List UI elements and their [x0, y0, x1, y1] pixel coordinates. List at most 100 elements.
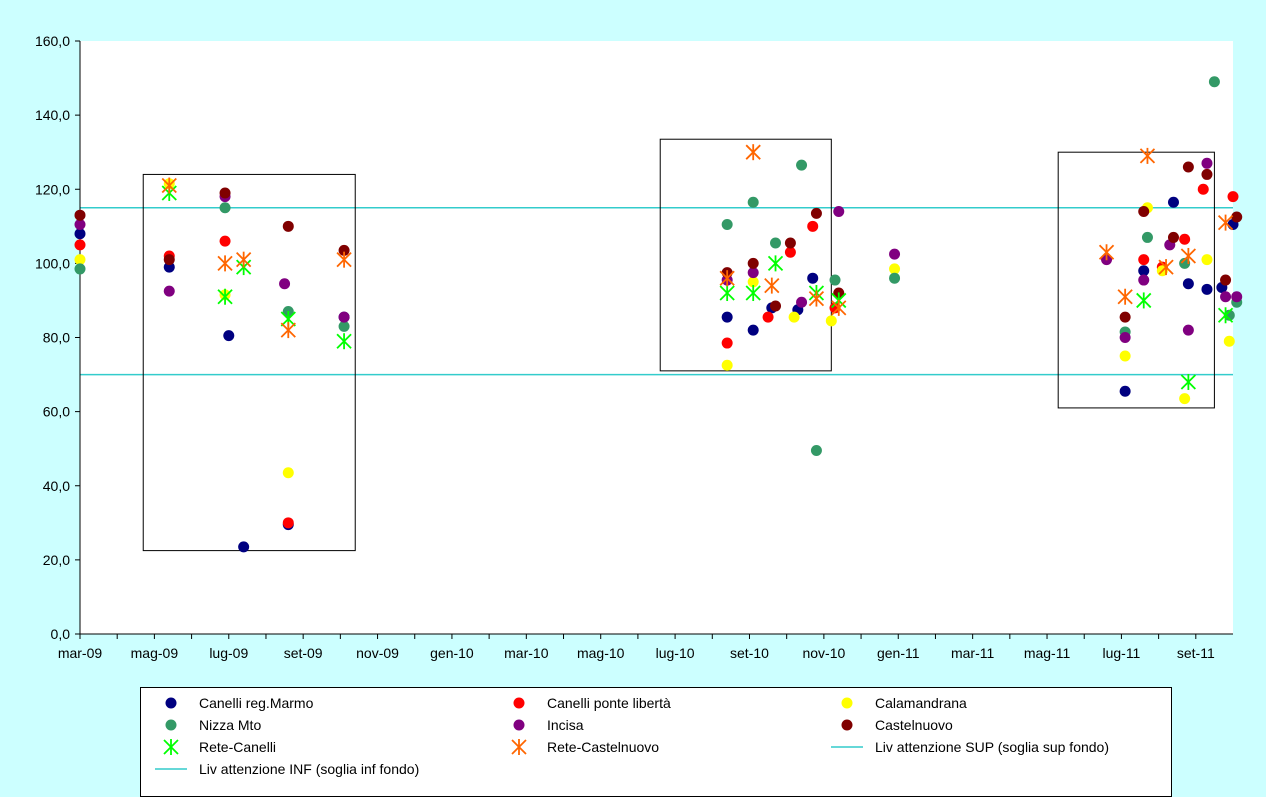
highlight-boxes: [142, 138, 1215, 552]
data-point: [74, 239, 86, 251]
legend-item: Liv attenzione SUP (soglia sup fondo): [831, 737, 1109, 757]
data-point: [219, 235, 231, 247]
series-5: [74, 161, 1243, 323]
data-point: [280, 322, 296, 339]
legend-item: Nizza Mto: [155, 715, 261, 735]
data-point: [784, 237, 796, 249]
data-point: [1217, 214, 1234, 231]
data-point: [1231, 211, 1243, 223]
data-point: [74, 218, 86, 230]
y-tick-labels: 0,0 20,0 40,0 60,0 80,0 100,0 120,0 140,0 160,0: [35, 33, 70, 642]
legend-marker: [831, 693, 875, 713]
data-point: [796, 296, 808, 308]
data-point: [1179, 257, 1191, 269]
x-tick-label: nov-09: [356, 645, 399, 661]
data-point: [1223, 309, 1235, 321]
legend-label: Canelli ponte libertà: [547, 695, 671, 711]
data-point: [1158, 259, 1174, 276]
data-point: [223, 330, 235, 342]
data-point: [163, 254, 175, 266]
data-point: [1201, 254, 1213, 266]
data-point: [161, 177, 177, 194]
legend-marker: [155, 715, 199, 735]
data-point: [721, 359, 733, 371]
data-point: [784, 246, 796, 258]
legend-label: Liv attenzione INF (soglia inf fondo): [199, 761, 420, 777]
legend-star: [511, 739, 527, 755]
data-point: [747, 196, 759, 208]
series-7: [161, 144, 1234, 339]
x-tick-label: set-10: [730, 645, 769, 661]
data-point: [1182, 278, 1194, 290]
data-point: [831, 299, 847, 316]
legend-marker: [155, 737, 199, 757]
legend-star: [163, 739, 179, 755]
data-point: [1217, 307, 1234, 324]
data-points: [74, 76, 1243, 553]
legend-marker: [155, 759, 199, 779]
legend: Canelli reg.Marmo Canelli ponte libertà Ca…: [140, 687, 1172, 797]
data-point: [1227, 191, 1239, 203]
data-point: [747, 267, 759, 279]
legend-marker: [503, 715, 547, 735]
x-tick-label: set-09: [284, 645, 323, 661]
data-point: [770, 300, 782, 312]
data-point: [1201, 157, 1213, 169]
data-point: [1208, 76, 1220, 88]
x-tick-label: mar-09: [58, 645, 103, 661]
series-3: [74, 76, 1243, 457]
data-point: [338, 244, 350, 256]
legend-marker: [831, 715, 875, 735]
x-tick-label: gen-11: [877, 645, 920, 661]
data-point: [338, 311, 350, 323]
threshold-lines: [80, 207, 1233, 376]
data-point: [1138, 274, 1150, 286]
legend-item: Liv attenzione INF (soglia inf fondo): [155, 759, 419, 779]
data-point: [770, 237, 782, 249]
data-point: [338, 320, 350, 332]
data-point: [1180, 373, 1197, 390]
data-point: [1220, 274, 1232, 286]
legend-item: Canelli ponte libertà: [503, 693, 671, 713]
x-tick-label: mag-11: [1024, 645, 1071, 661]
data-point: [1138, 265, 1150, 277]
data-point: [825, 315, 837, 327]
data-point: [1098, 244, 1115, 261]
y-tick-label: 40,0: [43, 478, 70, 494]
data-point: [74, 228, 86, 240]
data-point: [1119, 311, 1131, 323]
x-tick-label: gen-10: [430, 645, 474, 661]
legend-marker: [503, 737, 547, 757]
data-point: [219, 187, 231, 199]
data-point: [163, 285, 175, 297]
legend-item: Rete-Castelnuovo: [503, 737, 659, 757]
data-point: [1201, 168, 1213, 180]
data-point: [719, 285, 735, 302]
data-point: [762, 311, 774, 323]
data-point: [236, 251, 252, 268]
data-point: [1119, 385, 1131, 397]
data-point: [336, 333, 352, 350]
data-point: [217, 255, 233, 272]
legend-marker: [503, 693, 547, 713]
legend-label: Canelli reg.Marmo: [199, 695, 314, 711]
legend-item: Canelli reg.Marmo: [155, 693, 313, 713]
highlight-box-0: [142, 173, 356, 552]
data-point: [279, 278, 291, 290]
y-tick-label: 20,0: [43, 552, 70, 568]
legend-label: Liv attenzione SUP (soglia sup fondo): [875, 739, 1109, 755]
data-point: [721, 218, 733, 230]
x-tick-label: set-11: [1177, 645, 1215, 661]
data-point: [747, 276, 759, 288]
data-point: [889, 248, 901, 260]
axes: [75, 40, 1233, 639]
data-point: [74, 254, 86, 266]
legend-label: Rete-Canelli: [199, 739, 277, 755]
data-point: [1167, 196, 1179, 208]
data-point: [1182, 161, 1194, 173]
data-point: [282, 220, 294, 232]
y-tick-label: 80,0: [43, 330, 70, 346]
data-point: [829, 274, 841, 286]
data-point: [219, 202, 231, 214]
